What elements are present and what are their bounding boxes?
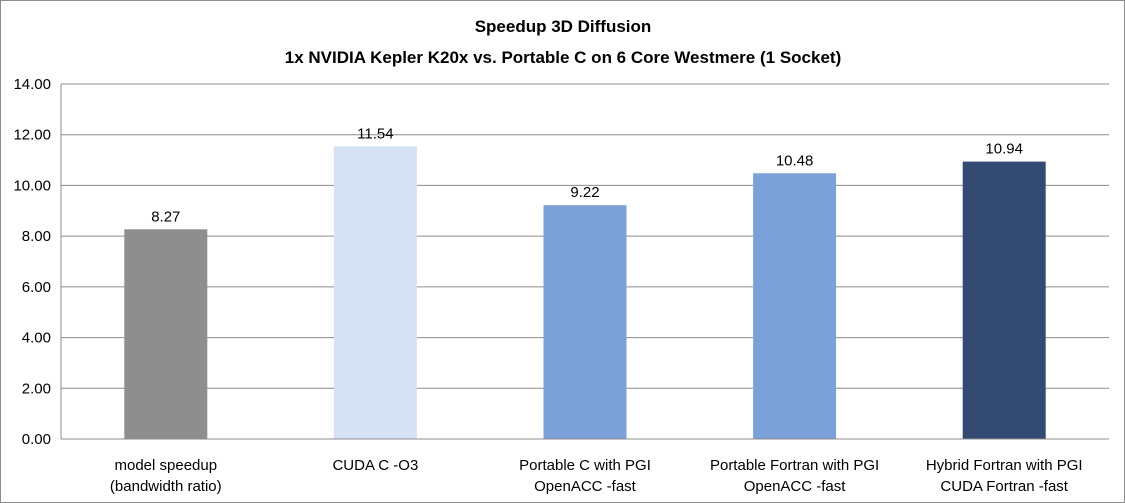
y-tick-label: 8.00 bbox=[22, 228, 51, 245]
y-tick-label: 4.00 bbox=[22, 330, 51, 347]
x-tick-label: OpenACC -fast bbox=[534, 478, 637, 495]
bar bbox=[962, 161, 1046, 440]
axes bbox=[60, 84, 1109, 440]
bar bbox=[333, 146, 417, 439]
x-tick-label: model speedup bbox=[115, 457, 218, 474]
x-tick-label: Hybrid Fortran with PGI bbox=[926, 457, 1083, 474]
y-tick-label: 12.00 bbox=[13, 127, 51, 144]
x-tick-label: CUDA C -O3 bbox=[332, 457, 418, 474]
chart-subtitle: 1x NVIDIA Kepler K20x vs. Portable C on … bbox=[285, 48, 841, 67]
x-tick-label: Portable Fortran with PGI bbox=[710, 457, 879, 474]
x-tick-label: (bandwidth ratio) bbox=[110, 478, 222, 495]
x-tick-label: CUDA Fortran -fast bbox=[940, 478, 1068, 495]
bar bbox=[753, 173, 837, 439]
y-tick-label: 2.00 bbox=[22, 380, 51, 397]
x-tick-label: Portable C with PGI bbox=[519, 457, 651, 474]
data-label: 10.48 bbox=[776, 152, 814, 169]
y-tick-label: 10.00 bbox=[13, 177, 51, 194]
chart-title: Speedup 3D Diffusion bbox=[475, 17, 652, 36]
data-label: 9.22 bbox=[570, 184, 599, 201]
x-tick-label: OpenACC -fast bbox=[744, 478, 847, 495]
chart-text: Speedup 3D Diffusion 1x NVIDIA Kepler K2… bbox=[13, 17, 1082, 495]
bar bbox=[124, 229, 208, 439]
data-label: 11.54 bbox=[357, 125, 393, 142]
y-tick-label: 6.00 bbox=[22, 279, 51, 296]
bars bbox=[124, 146, 1046, 440]
y-tick-label: 0.00 bbox=[22, 431, 51, 448]
data-label: 10.94 bbox=[985, 141, 1023, 158]
bar bbox=[543, 205, 627, 439]
y-tick-label: 14.00 bbox=[13, 76, 51, 93]
data-label: 8.27 bbox=[151, 208, 180, 225]
